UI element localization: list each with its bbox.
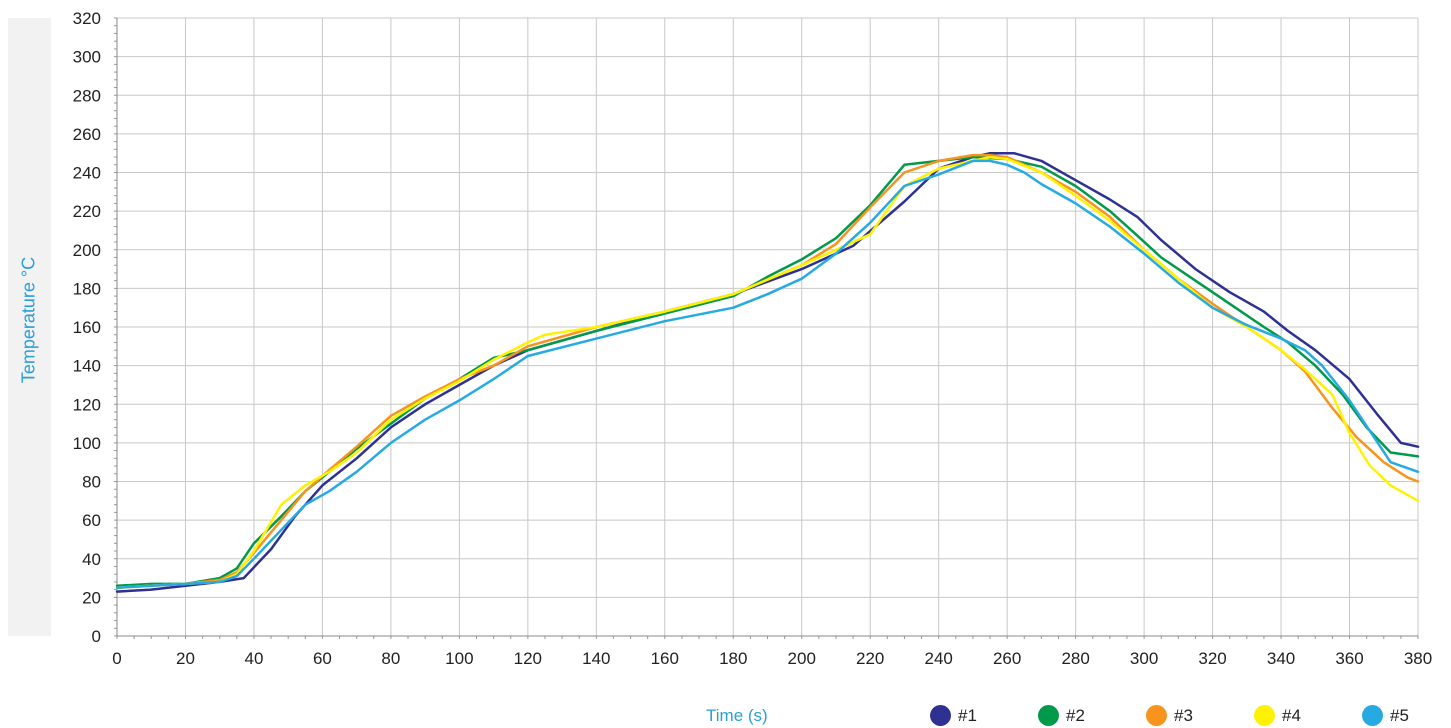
y-tick-label: 240	[73, 164, 101, 183]
y-tick-label: 140	[73, 357, 101, 376]
series-line-n2	[115, 155, 1420, 588]
legend-item-n2: #2	[1038, 705, 1085, 726]
x-tick-label: 0	[112, 649, 121, 668]
x-tick-label: 280	[1061, 649, 1089, 668]
legend-swatch	[1362, 705, 1383, 726]
y-tick-label: 40	[82, 550, 101, 569]
y-tick-label: 20	[82, 588, 101, 607]
y-tick-label: 60	[82, 511, 101, 530]
y-tick-label: 100	[73, 434, 101, 453]
legend-swatch	[930, 705, 951, 726]
legend: #1 #2 #3 #4 #5	[930, 705, 1445, 727]
y-tick-label: 180	[73, 279, 101, 298]
y-tick-label: 220	[73, 202, 101, 221]
y-tick-label: 320	[73, 9, 101, 28]
x-tick-label: 320	[1198, 649, 1226, 668]
legend-swatch	[1254, 705, 1275, 726]
legend-label: #1	[958, 705, 977, 725]
x-tick-label: 120	[514, 649, 542, 668]
x-tick-label: 160	[651, 649, 679, 668]
x-tick-label: 240	[924, 649, 952, 668]
x-tick-label: 380	[1404, 649, 1432, 668]
gridlines	[116, 17, 1419, 637]
y-tick-label: 300	[73, 48, 101, 67]
legend-label: #5	[1390, 705, 1409, 725]
series-line-n4	[115, 155, 1420, 589]
legend-label: #2	[1066, 705, 1085, 725]
y-tick-label: 120	[73, 395, 101, 414]
y-tick-label: 160	[73, 318, 101, 337]
y-axis-label-panel	[8, 18, 51, 636]
y-tick-label: 0	[92, 627, 101, 646]
series-lines	[115, 151, 1420, 593]
tick-labels: 0204060801001201401601802002202402602803…	[73, 9, 1433, 668]
x-tick-label: 220	[856, 649, 884, 668]
x-tick-label: 340	[1267, 649, 1295, 668]
legend-label: #3	[1174, 705, 1193, 725]
legend-item-n5: #5	[1362, 705, 1409, 726]
x-tick-label: 260	[993, 649, 1021, 668]
x-tick-label: 140	[582, 649, 610, 668]
x-tick-label: 180	[719, 649, 747, 668]
legend-item-n1: #1	[930, 705, 977, 726]
series-line-n3	[115, 153, 1420, 589]
series-line-n5	[115, 159, 1420, 589]
x-tick-label: 200	[788, 649, 816, 668]
y-tick-label: 200	[73, 241, 101, 260]
x-tick-label: 80	[381, 649, 400, 668]
legend-item-n4: #4	[1254, 705, 1301, 726]
x-tick-label: 360	[1335, 649, 1363, 668]
x-tick-label: 40	[244, 649, 263, 668]
x-tick-label: 60	[313, 649, 332, 668]
x-axis-label: Time (s)	[706, 706, 768, 725]
x-tick-label: 300	[1130, 649, 1158, 668]
x-tick-label: 20	[176, 649, 195, 668]
series-line-n1	[115, 151, 1420, 593]
y-tick-label: 80	[82, 473, 101, 492]
legend-item-n3: #3	[1146, 705, 1193, 726]
legend-swatch	[1146, 705, 1167, 726]
y-tick-label: 260	[73, 125, 101, 144]
line-chart: 0204060801001201401601802002202402602803…	[73, 9, 1433, 668]
y-tick-label: 280	[73, 86, 101, 105]
legend-swatch	[1038, 705, 1059, 726]
axes	[114, 17, 1419, 639]
legend-label: #4	[1282, 705, 1301, 725]
x-tick-label: 100	[445, 649, 473, 668]
